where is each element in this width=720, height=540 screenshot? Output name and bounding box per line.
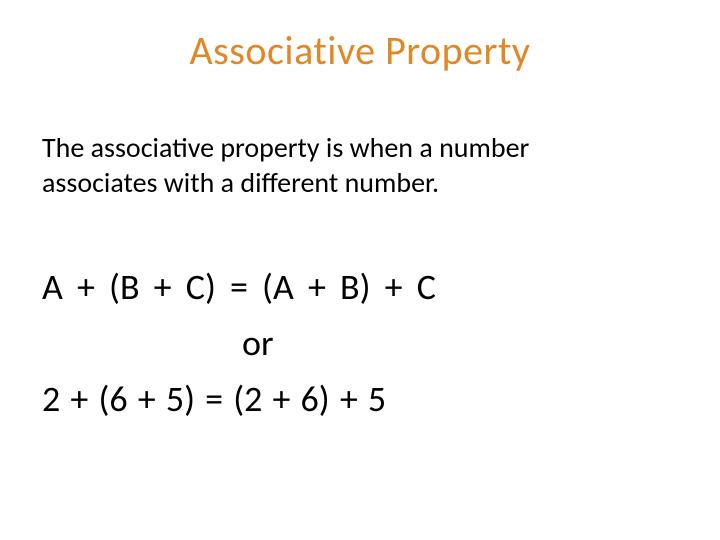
slide: Associative Property The associative pro…: [0, 0, 720, 540]
equation-numeric: 2 + (6 + 5) = (2 + 6) + 5: [42, 372, 678, 428]
equation-symbolic: A + (B + C) = (A + B) + C: [42, 260, 678, 316]
definition-text: The associative property is when a numbe…: [42, 130, 602, 200]
equation-or: or: [42, 316, 678, 372]
equation-block: A + (B + C) = (A + B) + C or 2 + (6 + 5)…: [42, 260, 678, 427]
slide-title: Associative Property: [0, 26, 720, 75]
